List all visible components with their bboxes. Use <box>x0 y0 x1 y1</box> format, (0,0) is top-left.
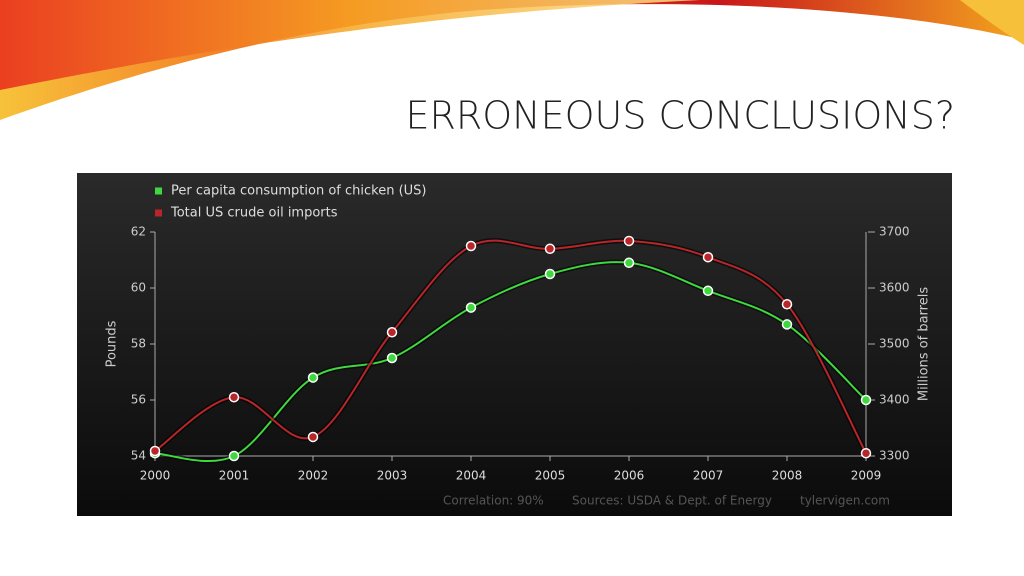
point <box>860 447 872 459</box>
point <box>623 235 635 247</box>
x-tick-label: 2009 <box>851 469 882 483</box>
x-tick-label: 2007 <box>693 469 724 483</box>
point <box>702 251 714 263</box>
legend-swatch <box>155 209 162 217</box>
x-tick-label: 2003 <box>377 469 408 483</box>
point <box>702 285 714 297</box>
y2-tick-label: 3400 <box>879 393 910 407</box>
point <box>386 352 398 364</box>
y-tick-label: 62 <box>131 225 146 239</box>
chart-background <box>77 173 952 516</box>
y-tick-label: 60 <box>131 281 146 295</box>
y2-tick-label: 3300 <box>879 449 910 463</box>
decor-swoosh <box>960 0 1024 45</box>
point <box>228 391 240 403</box>
x-tick-label: 2005 <box>535 469 566 483</box>
y-tick-label: 56 <box>131 393 146 407</box>
series-line <box>154 239 867 454</box>
y2-tick-label: 3700 <box>879 225 910 239</box>
point <box>228 450 240 462</box>
x-tick-label: 2004 <box>456 469 487 483</box>
footnote: Sources: USDA & Dept. of Energy <box>572 494 772 508</box>
legend-label: Total US crude oil imports <box>170 206 338 221</box>
slide-title: ERRONEOUS CONCLUSIONS? <box>405 94 955 138</box>
point <box>781 298 793 310</box>
point <box>623 257 635 269</box>
x-tick-label: 2000 <box>140 469 171 483</box>
y-axis-label: Pounds <box>105 320 120 367</box>
legend-label: Per capita consumption of chicken (US) <box>171 184 426 199</box>
point <box>307 372 319 383</box>
point <box>307 431 319 443</box>
y-tick-label: 58 <box>131 337 146 351</box>
point <box>386 326 398 338</box>
point <box>544 243 556 255</box>
x-tick-label: 2001 <box>219 469 250 483</box>
x-tick-label: 2002 <box>298 469 329 483</box>
point <box>149 445 161 457</box>
y2-tick-label: 3500 <box>879 337 910 351</box>
point <box>544 268 556 280</box>
decor-swoosh <box>0 0 700 90</box>
y2-axis-label: Millions of barrels <box>917 287 932 401</box>
y2-tick-label: 3600 <box>879 281 910 295</box>
point <box>781 319 793 330</box>
y-tick-label: 54 <box>131 449 146 463</box>
point <box>465 302 477 313</box>
footnote: Correlation: 90% <box>443 494 544 508</box>
point <box>860 394 872 406</box>
footnote: tylervigen.com <box>800 494 890 508</box>
legend-swatch <box>155 187 162 195</box>
point <box>465 240 477 252</box>
x-tick-label: 2008 <box>772 469 803 483</box>
x-tick-label: 2006 <box>614 469 645 483</box>
